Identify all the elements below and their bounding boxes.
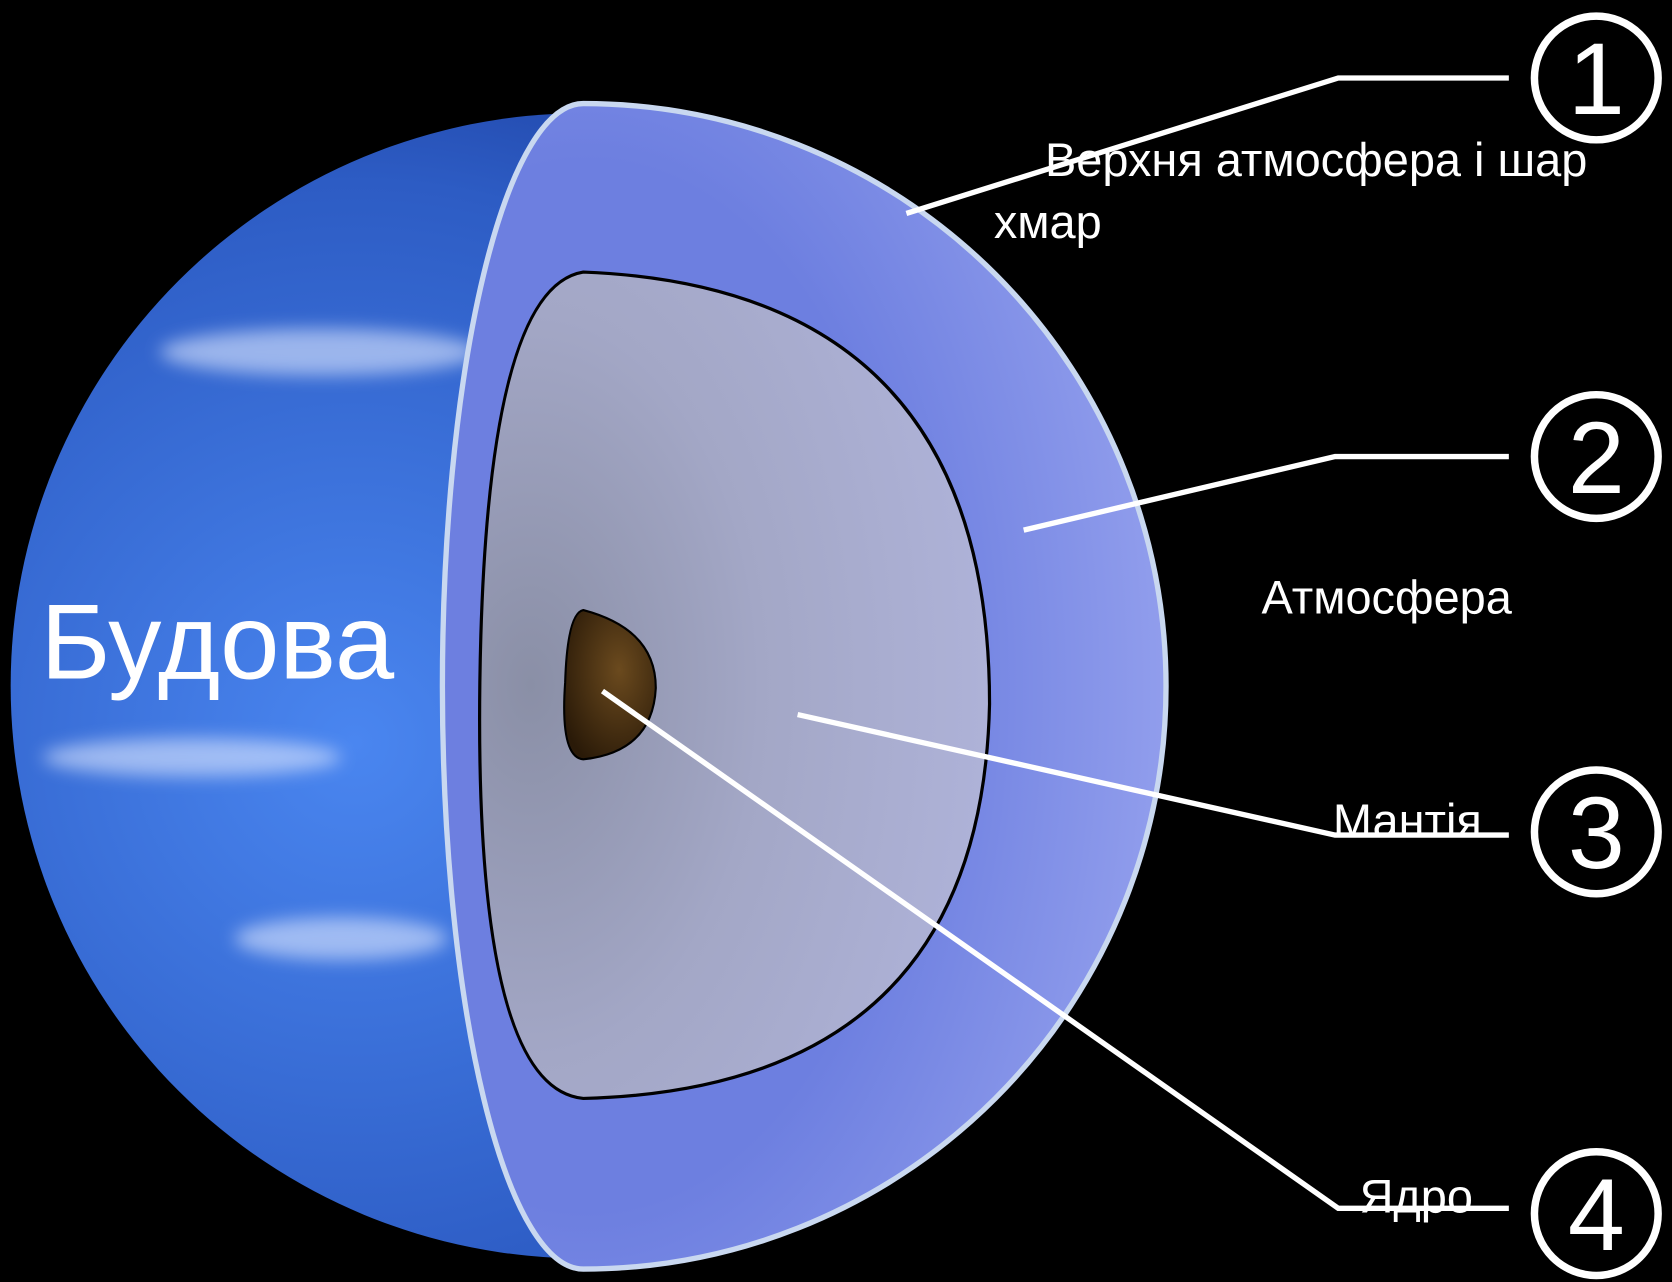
layer-label: Верхня атмосфера і шар хмар [993, 134, 1588, 249]
mantle [477, 270, 992, 1101]
number-circles [1530, 12, 1662, 1280]
layer-label: Мантія [1333, 795, 1482, 847]
core [563, 608, 657, 761]
layer-label-box: Верхня атмосфера і шар хмар [993, 134, 1588, 249]
leaders [600, 75, 1509, 1211]
layer-number: 2 [1568, 400, 1625, 515]
layer-number: 3 [1568, 775, 1625, 890]
layer-number: 4 [1568, 1157, 1625, 1272]
layer-label: Ядро [1360, 1171, 1473, 1223]
clouds [42, 328, 480, 960]
layer-number: 1 [1568, 21, 1625, 136]
title: Будова [41, 581, 395, 701]
layer-label: Атмосфера [1261, 571, 1512, 623]
